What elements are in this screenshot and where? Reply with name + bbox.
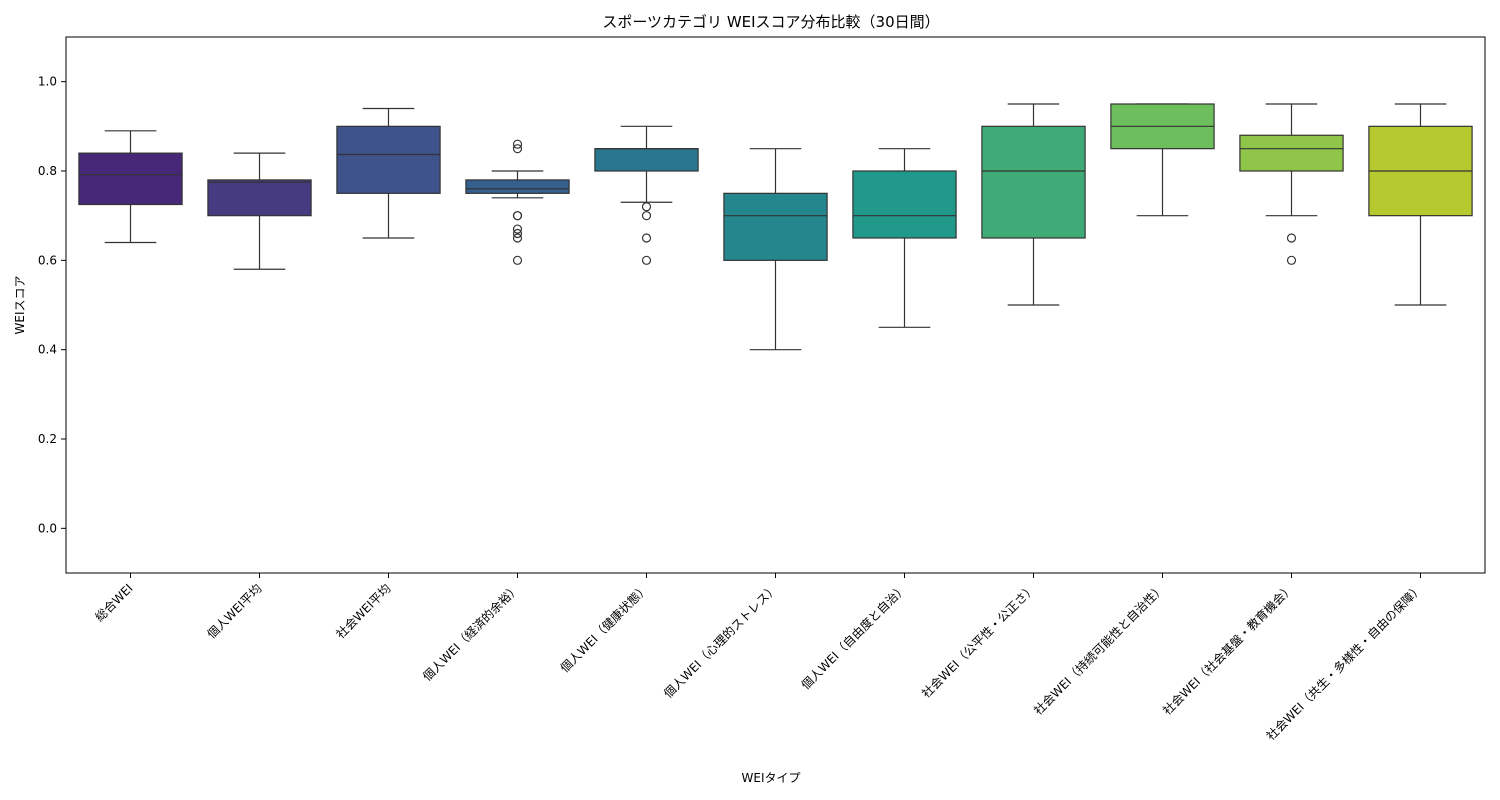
box-group	[981, 103, 1086, 306]
box	[852, 170, 957, 239]
x-tick-label: 個人WEI（心理的ストレス）	[660, 581, 780, 701]
box-group	[78, 130, 183, 244]
y-tick-label: 0.4	[38, 343, 57, 357]
outlier-point	[641, 233, 652, 243]
outlier-point	[512, 228, 523, 239]
box-group	[1110, 103, 1215, 217]
x-tick-label: 個人WEI（自由度と自治）	[798, 581, 910, 693]
y-tick-label: 0.8	[38, 164, 57, 178]
outlier-point	[1286, 255, 1297, 265]
box	[465, 179, 570, 194]
box-group	[1239, 103, 1344, 265]
y-tick-label: 0.2	[38, 432, 57, 446]
outlier-point	[512, 139, 523, 149]
x-axis-label: WEIタイプ	[742, 771, 801, 785]
outlier-point	[512, 233, 523, 243]
outlier-point	[641, 255, 652, 265]
x-tick-label: 個人WEI（健康状態）	[557, 581, 652, 676]
x-tick-label: 社会WEI（共生・多様性・自由の保障）	[1263, 581, 1426, 744]
x-tick-label: 個人WEI平均	[205, 581, 265, 641]
y-tick-label: 0.6	[38, 253, 57, 267]
box	[336, 125, 441, 194]
x-tick-label: 個人WEI（経済的余裕）	[419, 581, 522, 684]
y-tick-label: 1.0	[38, 75, 57, 89]
box	[78, 152, 183, 206]
box-group	[207, 152, 312, 270]
x-tick-label: 社会WEI（持続可能性と自治性）	[1030, 581, 1167, 718]
x-tick-label: 社会WEI平均	[333, 581, 394, 642]
x-tick-label: 社会WEI（社会基盤・教育機会）	[1159, 581, 1296, 718]
box-group	[594, 125, 699, 265]
outlier-point	[1286, 233, 1297, 243]
box	[981, 125, 1086, 239]
outlier-point	[512, 211, 523, 221]
x-tick-label: 総合WEI	[92, 581, 136, 625]
y-axis-label: WEIスコア	[13, 276, 27, 335]
outlier-point	[512, 255, 523, 265]
box-group	[852, 148, 957, 328]
outlier-point	[512, 224, 523, 234]
box-group	[465, 139, 570, 265]
y-tick-label: 0.0	[38, 521, 57, 535]
box	[594, 148, 699, 172]
box-group	[1368, 103, 1473, 306]
box-group	[336, 107, 441, 239]
box	[1239, 134, 1344, 172]
outlier-point	[512, 144, 523, 154]
x-tick-label: 社会WEI（公平性・公正さ）	[918, 581, 1038, 701]
chart-title: スポーツカテゴリ WEIスコア分布比較（30日間）	[602, 13, 939, 31]
box-group	[723, 148, 828, 351]
outlier-point	[641, 202, 652, 212]
outlier-point	[641, 211, 652, 221]
box	[723, 192, 828, 261]
box	[207, 179, 312, 217]
